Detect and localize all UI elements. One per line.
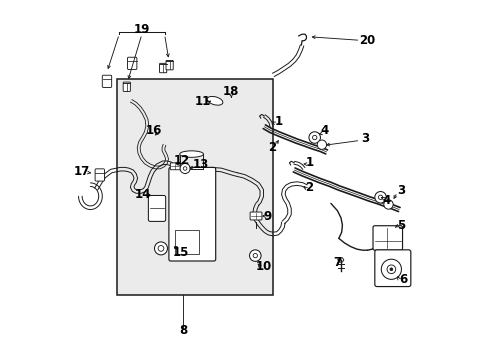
FancyBboxPatch shape xyxy=(170,163,180,170)
Text: 20: 20 xyxy=(358,34,374,47)
FancyBboxPatch shape xyxy=(148,195,165,221)
Bar xyxy=(117,79,273,295)
Text: 2: 2 xyxy=(305,181,313,194)
FancyBboxPatch shape xyxy=(159,63,166,73)
Text: 16: 16 xyxy=(145,124,162,137)
Circle shape xyxy=(183,167,186,170)
Text: 3: 3 xyxy=(360,132,368,145)
Circle shape xyxy=(389,268,392,271)
Text: 17: 17 xyxy=(74,165,90,177)
Circle shape xyxy=(312,135,316,140)
Text: 4: 4 xyxy=(382,194,390,207)
FancyBboxPatch shape xyxy=(127,57,137,69)
Ellipse shape xyxy=(179,151,203,157)
Circle shape xyxy=(180,163,190,174)
Text: 1: 1 xyxy=(274,115,282,128)
Text: 10: 10 xyxy=(256,260,272,273)
FancyBboxPatch shape xyxy=(166,60,173,70)
Text: 5: 5 xyxy=(396,219,405,232)
Circle shape xyxy=(381,259,401,279)
Text: 12: 12 xyxy=(173,154,189,167)
Text: 18: 18 xyxy=(223,85,239,98)
Text: 15: 15 xyxy=(172,246,188,258)
Circle shape xyxy=(317,140,326,149)
FancyBboxPatch shape xyxy=(374,250,410,287)
FancyBboxPatch shape xyxy=(123,82,130,91)
Circle shape xyxy=(158,246,163,251)
Text: 6: 6 xyxy=(398,273,406,286)
Text: 19: 19 xyxy=(133,23,150,36)
Circle shape xyxy=(253,253,257,258)
FancyBboxPatch shape xyxy=(102,75,111,87)
Circle shape xyxy=(386,265,395,274)
Circle shape xyxy=(154,242,167,255)
Circle shape xyxy=(308,132,320,143)
Circle shape xyxy=(249,250,261,261)
Bar xyxy=(175,230,199,254)
FancyBboxPatch shape xyxy=(249,212,262,220)
Circle shape xyxy=(378,195,382,199)
FancyBboxPatch shape xyxy=(95,169,104,181)
Text: 9: 9 xyxy=(263,210,271,222)
Circle shape xyxy=(383,200,392,209)
Text: 8: 8 xyxy=(179,324,187,337)
Text: 4: 4 xyxy=(320,124,328,137)
Text: 3: 3 xyxy=(396,184,405,197)
Text: 2: 2 xyxy=(268,141,276,154)
Text: 7: 7 xyxy=(332,256,341,269)
Text: 11: 11 xyxy=(195,95,211,108)
Ellipse shape xyxy=(206,96,223,105)
FancyBboxPatch shape xyxy=(168,167,215,261)
FancyBboxPatch shape xyxy=(372,226,402,250)
Circle shape xyxy=(374,192,386,203)
Text: 1: 1 xyxy=(305,156,313,168)
Text: 14: 14 xyxy=(135,188,151,201)
Text: 13: 13 xyxy=(193,158,209,171)
